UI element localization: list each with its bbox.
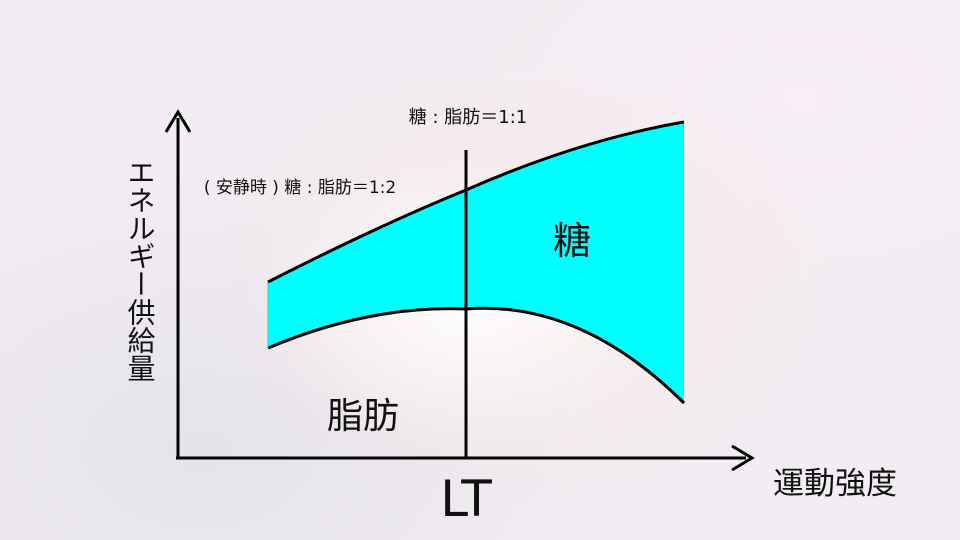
sugar-band: [268, 122, 684, 403]
x-axis-label: 運動強度: [773, 466, 897, 502]
y-axis-arrow-icon: [164, 109, 192, 133]
x-axis-arrow-icon: [731, 444, 755, 472]
sugar-label: 糖: [553, 219, 591, 263]
rest-ratio-label: ( 安静時 ) 糖 : 脂肪＝1:2: [204, 178, 396, 198]
y-axis-label: エネルギー供給量: [124, 158, 157, 382]
lt-ratio-label: 糖 : 脂肪＝1:1: [409, 107, 527, 128]
lt-label: LT: [440, 470, 492, 528]
fat-label: 脂肪: [327, 396, 399, 437]
